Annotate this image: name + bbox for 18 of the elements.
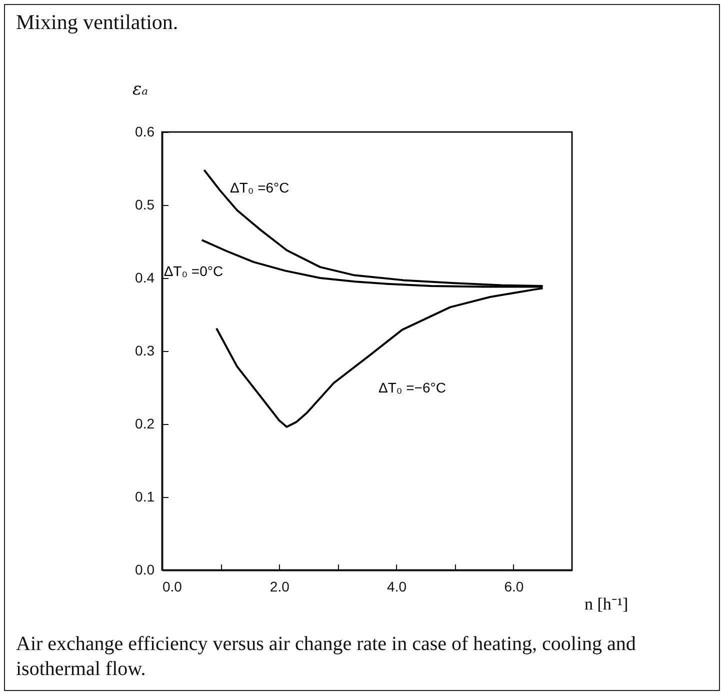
y-tick-label: 0.0 xyxy=(135,562,155,578)
y-tick-label: 0.2 xyxy=(135,416,155,432)
y-tick-label: 0.1 xyxy=(135,488,155,504)
x-tick-label: 2.0 xyxy=(270,578,290,594)
x-tick-label: 6.0 xyxy=(504,578,524,594)
series-label: ΔT₀ =−6°C xyxy=(378,380,446,396)
y-tick-label: 0.6 xyxy=(135,124,155,140)
y-axis-title: εₐ xyxy=(132,80,148,100)
y-tick-label: 0.5 xyxy=(135,196,155,212)
text: Air exchange efficiency versus air change rate in case of heating, cooling and isothermal flow. xyxy=(16,632,637,682)
x-tick-label: 4.0 xyxy=(387,578,407,594)
chart-title: Mixing ventilation. xyxy=(16,10,178,35)
y-tick-label: 0.3 xyxy=(135,342,155,358)
series-label: ΔT₀ =0°C xyxy=(164,263,224,280)
series-label: ΔT₀ =6°C xyxy=(230,179,290,196)
x-tick-label: 0.0 xyxy=(162,578,182,594)
x-axis-title: n [h⁻¹] xyxy=(584,594,628,614)
y-tick-label: 0.4 xyxy=(135,270,155,286)
